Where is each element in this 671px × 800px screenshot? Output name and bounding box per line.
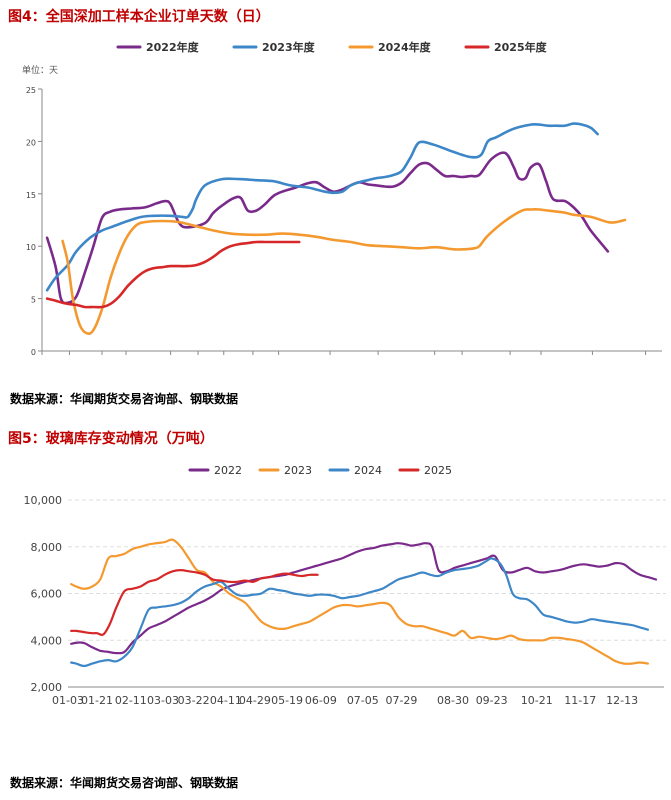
y-tick-label-0: 0 bbox=[31, 348, 36, 357]
x-tick-label-14: 11-17 bbox=[564, 694, 596, 707]
series-line-2 bbox=[61, 208, 627, 335]
legend-label-1: 2023年度 bbox=[262, 40, 316, 54]
legend-label-0: 2022 bbox=[214, 464, 242, 477]
x-tick-label-10: 07-29 bbox=[385, 694, 417, 707]
x-tick-label-9: 07-05 bbox=[347, 694, 379, 707]
x-tick-label-12: 09-23 bbox=[476, 694, 508, 707]
x-tick-label-3: 03-03 bbox=[147, 694, 179, 707]
legend-label-3: 2025年度 bbox=[494, 40, 548, 54]
y-tick-label-4: 20 bbox=[26, 138, 36, 147]
x-tick-label-7: 05-19 bbox=[271, 694, 303, 707]
y-tick-label-5: 25 bbox=[26, 86, 36, 95]
figure5-source: 数据来源：华闻期货交易咨询部、钢联数据 bbox=[10, 776, 239, 790]
legend-label-2: 2024 bbox=[354, 464, 382, 477]
figure5-title: 图5：玻璃库存变动情况（万吨） bbox=[8, 431, 214, 447]
series-line-1 bbox=[70, 538, 649, 665]
series-line-3 bbox=[45, 240, 301, 309]
x-tick-label-6: 04-29 bbox=[239, 694, 271, 707]
series-line-3 bbox=[70, 569, 319, 637]
y-tick-label-2: 6,000 bbox=[31, 588, 63, 601]
x-tick-label-2: 02-11 bbox=[115, 694, 147, 707]
x-tick-label-4: 03-22 bbox=[178, 694, 210, 707]
x-tick-label-0: 01-03 bbox=[52, 694, 84, 707]
legend-label-1: 2023 bbox=[284, 464, 312, 477]
figure4-title: 图4：全国深加工样本企业订单天数（日） bbox=[8, 9, 270, 25]
series-line-2 bbox=[70, 557, 649, 668]
x-tick-label-13: 10-21 bbox=[521, 694, 553, 707]
y-tick-label-3: 8,000 bbox=[31, 541, 63, 554]
y-tick-label-4: 10,000 bbox=[24, 494, 63, 507]
legend-label-3: 2025 bbox=[424, 464, 452, 477]
legend-label-0: 2022年度 bbox=[146, 40, 200, 54]
y-tick-label-2: 10 bbox=[26, 243, 36, 252]
legend-label-2: 2024年度 bbox=[378, 40, 432, 54]
x-tick-label-1: 01-21 bbox=[81, 694, 113, 707]
figure4-chart: 2022年度2023年度2024年度2025年度单位：天051015202501… bbox=[22, 40, 662, 357]
series-line-0 bbox=[70, 542, 658, 655]
y-tick-label-3: 15 bbox=[26, 191, 36, 200]
y-tick-label-1: 5 bbox=[31, 296, 36, 305]
figure5-chart: 2022 2023 2024 2025 2,000 4,000 6,000 8,000 10,0… bbox=[24, 464, 666, 707]
y-tick-label-1: 4,000 bbox=[31, 634, 63, 647]
y-tick-label-0: 2,000 bbox=[31, 681, 63, 694]
series-line-1 bbox=[45, 122, 599, 292]
x-tick-label-5: 04-11 bbox=[210, 694, 242, 707]
x-tick-label-15: 12-13 bbox=[606, 694, 638, 707]
x-tick-label-11: 08-30 bbox=[437, 694, 469, 707]
figure4-source: 数据来源：华闻期货交易咨询部、钢联数据 bbox=[10, 392, 239, 406]
x-tick-label-8: 06-09 bbox=[305, 694, 337, 707]
unit-label: 单位：天 bbox=[22, 64, 58, 76]
